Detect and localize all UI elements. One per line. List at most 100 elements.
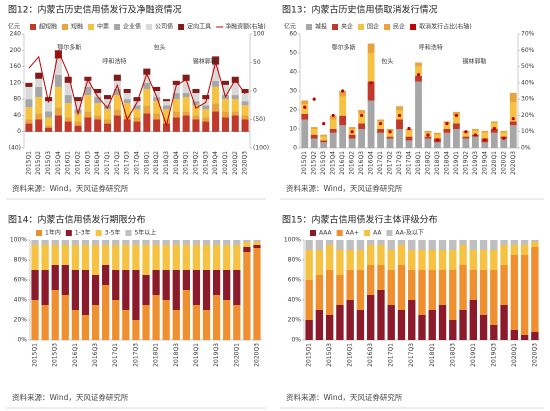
bar: [438, 270, 447, 305]
bar: [152, 240, 160, 245]
x-tick-label: 2018Q1: [153, 343, 160, 367]
bar: [459, 310, 467, 340]
bar: [471, 136, 479, 148]
bar: [462, 136, 470, 139]
y2-tick-label: 30%: [521, 96, 535, 103]
bar: [305, 240, 313, 250]
bar: [25, 99, 33, 108]
bar: [231, 115, 239, 132]
x-tick-label: 2017Q1: [112, 343, 119, 367]
bar: [305, 250, 313, 280]
bar: [233, 240, 241, 245]
bar: [133, 105, 141, 110]
bar: [143, 88, 151, 106]
x-tick-label: 2016Q3: [358, 151, 365, 175]
bar: [132, 320, 140, 340]
bar: [153, 97, 161, 102]
bar: [396, 129, 403, 148]
legend-swatch: [386, 230, 393, 236]
bar: [113, 74, 121, 81]
legend-label: AA: [373, 230, 382, 237]
x-tick-label: 2018Q1: [415, 151, 422, 175]
bar: [202, 117, 210, 122]
bar: [25, 86, 33, 100]
x-tick-label: 2019Q1: [183, 151, 190, 175]
bar: [471, 130, 479, 135]
bar: [35, 97, 43, 114]
y-tick-label: 240: [10, 31, 22, 38]
y-tick-label: 50: [289, 50, 297, 57]
bar: [531, 242, 539, 247]
x-tick-label: 2016Q4: [94, 151, 101, 175]
bar: [172, 93, 180, 100]
bar: [113, 109, 121, 116]
bar: [54, 107, 62, 116]
bar: [71, 245, 80, 270]
point: [454, 113, 458, 118]
bar: [172, 117, 180, 132]
source-note: 资料来源：Wind，天风证券研究所: [12, 392, 129, 402]
x-tick-label: 2016Q3: [367, 343, 374, 367]
bar: [182, 93, 190, 98]
bar: [481, 142, 489, 148]
bar: [490, 123, 498, 129]
bar: [142, 305, 150, 340]
y-axis-unit: 亿元: [8, 23, 20, 31]
y-tick-label: 0%: [291, 337, 301, 344]
x-tick-label: 2020Q2: [500, 151, 507, 175]
bar: [112, 270, 120, 300]
point: [502, 136, 506, 140]
bar: [481, 132, 489, 139]
bar: [386, 130, 394, 137]
bar: [348, 134, 356, 139]
bar: [122, 245, 130, 270]
bar: [301, 104, 309, 114]
bar: [31, 245, 39, 270]
y-tick-label: 120: [10, 79, 22, 86]
y-tick-label: 20%: [288, 317, 302, 324]
bar: [35, 113, 43, 120]
bar: [123, 103, 131, 116]
bar: [182, 290, 190, 340]
bar: [152, 245, 160, 270]
bar: [162, 109, 171, 120]
bar: [94, 93, 102, 98]
y-tick-label: 80%: [14, 257, 28, 264]
bar: [132, 240, 140, 245]
y-tick-label: 40: [289, 69, 297, 76]
bar: [315, 310, 324, 340]
x-tick-label: 2018Q3: [434, 151, 441, 175]
bar: [241, 119, 249, 132]
bar: [51, 290, 59, 340]
bar: [377, 121, 384, 129]
figure-title: 图14：内蒙古信用债发行期限分布: [8, 214, 145, 226]
legend-label: 取消发行占比(右轴): [419, 23, 472, 31]
bar: [520, 335, 529, 340]
bar: [471, 129, 479, 131]
legend-label: 5年以上: [134, 229, 156, 237]
bar: [41, 240, 49, 245]
bar: [418, 240, 426, 250]
point: [303, 105, 307, 109]
bar: [202, 95, 210, 100]
annotation: 包头: [154, 44, 166, 52]
bar: [162, 101, 171, 106]
y2-tick-label: 0%: [521, 145, 531, 152]
bar: [61, 265, 69, 295]
y2-tick-label: (50): [253, 116, 265, 123]
bar: [221, 99, 229, 112]
bar: [212, 56, 220, 65]
bar: [479, 250, 488, 270]
bar: [490, 270, 498, 325]
x-tick-label: 2020Q1: [511, 343, 518, 367]
bar: [405, 130, 413, 137]
annotation: 锡林郭勒: [193, 58, 217, 66]
bar: [452, 129, 460, 148]
bar: [490, 250, 498, 270]
bar: [241, 115, 249, 120]
bar: [91, 305, 100, 340]
bar: [41, 245, 49, 270]
legend-swatch: [310, 230, 316, 236]
bar: [71, 240, 80, 245]
bar: [192, 105, 200, 116]
